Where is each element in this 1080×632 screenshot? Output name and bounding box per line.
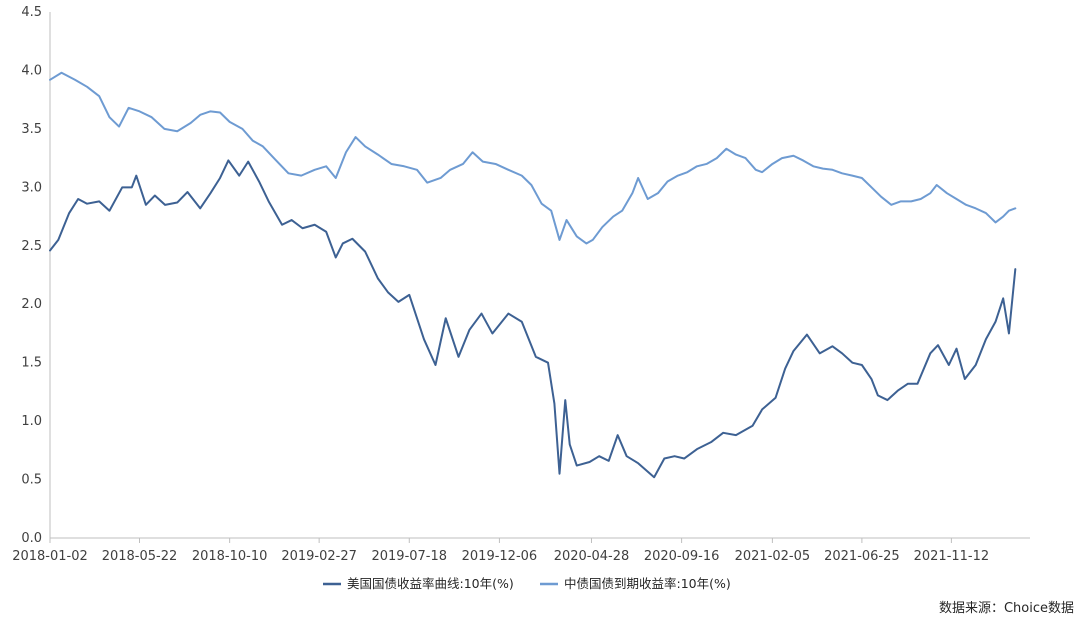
y-tick-label: 3.0 <box>21 180 42 195</box>
series-line-cn-10y <box>49 71 1017 245</box>
x-axis: 2018-01-02 2018-05-22 2018-10-10 2019-02-27… <box>12 537 1030 564</box>
source-note: 数据来源：Choice数据 <box>939 601 1074 616</box>
y-axis: 0.0 0.5 1.0 1.5 2.0 2.5 3.0 3.5 4.0 4.5 <box>21 5 51 546</box>
x-tick-label: 2019-12-06 <box>462 549 538 564</box>
x-tick-label: 2019-02-27 <box>281 549 357 564</box>
y-tick-label: 0.0 <box>21 531 42 546</box>
legend-label: 美国国债收益率曲线:10年(%) <box>347 576 514 591</box>
x-tick-label: 2018-10-10 <box>192 549 268 564</box>
x-tick-label: 2018-05-22 <box>102 549 178 564</box>
x-tick-label: 2020-09-16 <box>644 549 720 564</box>
x-tick-label: 2018-01-02 <box>12 549 88 564</box>
x-tick-label: 2021-11-12 <box>914 549 990 564</box>
y-tick-label: 4.5 <box>21 5 42 20</box>
y-tick-label: 0.5 <box>21 473 42 488</box>
y-tick-label: 2.5 <box>21 239 42 254</box>
y-tick-label: 4.0 <box>21 63 42 78</box>
x-tick-label: 2021-06-25 <box>824 549 900 564</box>
x-tick-label: 2020-04-28 <box>554 549 630 564</box>
y-tick-label: 2.0 <box>21 297 42 312</box>
y-tick-label: 3.5 <box>21 122 42 137</box>
y-tick-label: 1.0 <box>21 414 42 429</box>
series-line-us-10y <box>49 159 1017 479</box>
legend-label: 中债国债到期收益率:10年(%) <box>564 576 731 591</box>
x-tick-label: 2021-02-05 <box>735 549 811 564</box>
series-group <box>49 71 1017 479</box>
legend: 美国国债收益率曲线:10年(%) 中债国债到期收益率:10年(%) <box>323 576 731 591</box>
y-tick-label: 1.5 <box>21 356 42 371</box>
x-tick-label: 2019-07-18 <box>371 549 447 564</box>
